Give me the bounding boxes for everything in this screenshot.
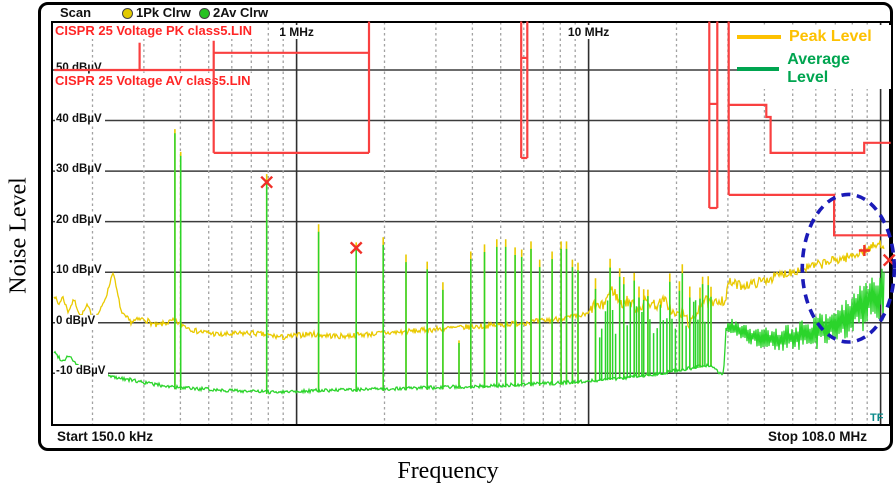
pk-limit-label: CISPR 25 Voltage PK class5.LIN	[54, 23, 255, 39]
scan-label: Scan	[60, 5, 91, 20]
x-axis-title: Frequency	[0, 458, 896, 485]
legend-peak-label: Peak Level	[789, 28, 872, 46]
x-gridline-label: 10 MHz	[563, 25, 614, 39]
y-tick-label: 30 dBµV	[55, 163, 105, 175]
average-line-swatch-icon	[737, 67, 779, 71]
trace1-peak-dot-icon	[122, 8, 133, 19]
av-limit-label: CISPR 25 Voltage AV class5.LIN	[54, 73, 254, 89]
tf-tag: TF	[870, 412, 883, 424]
legend: Peak Level Average Level	[737, 25, 891, 89]
y-tick-label: -10 dBµV	[55, 365, 108, 377]
y-tick-label: 50 dBµV	[55, 62, 105, 74]
y-tick-label: 0 dBµV	[55, 315, 98, 327]
y-axis-title: Noise Level	[6, 141, 33, 331]
legend-row-average: Average Level	[737, 51, 891, 87]
trace1-label: 1Pk Clrw	[136, 5, 191, 20]
legend-average-label: Average Level	[787, 51, 891, 87]
stop-frequency-label: Stop 108.0 MHz	[768, 429, 867, 444]
x-gridline-label: 1 MHz	[274, 25, 319, 39]
start-frequency-label: Start 150.0 kHz	[57, 429, 153, 444]
emc-scan-figure: Noise Level Scan 1Pk Clrw 2Av Clrw CISPR…	[0, 0, 896, 497]
y-tick-label: 20 dBµV	[55, 214, 105, 226]
y-tick-label: 10 dBµV	[55, 264, 105, 276]
legend-row-peak: Peak Level	[737, 28, 891, 46]
y-tick-label: 40 dBµV	[55, 113, 105, 125]
trace2-label: 2Av Clrw	[213, 5, 268, 20]
peak-line-swatch-icon	[737, 35, 781, 39]
trace2-average-dot-icon	[199, 8, 210, 19]
